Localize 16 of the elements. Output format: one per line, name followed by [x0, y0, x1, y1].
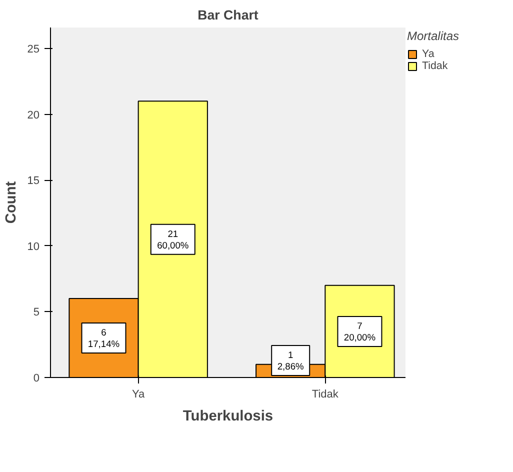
- legend-label: Tidak: [422, 60, 448, 72]
- y-tick-label: 25: [27, 44, 40, 56]
- data-label: 1 2,86%: [277, 350, 304, 372]
- legend-title: Mortalitas: [407, 29, 460, 43]
- y-tick-label: 20: [27, 109, 40, 122]
- chart-title: Bar Chart: [198, 8, 259, 22]
- x-axis-title: Tuberkulosis: [182, 408, 274, 424]
- legend-label: Ya: [422, 48, 436, 60]
- y-axis-title: Count: [3, 181, 20, 224]
- y-tick-label: 15: [27, 175, 40, 188]
- y-tick-label: 10: [27, 240, 40, 253]
- y-tick-label: 5: [33, 306, 40, 319]
- y-tick-label: 0: [33, 372, 40, 384]
- data-label: 21 60,00%: [157, 228, 189, 250]
- data-label: 7 20,00%: [344, 320, 376, 342]
- data-label: 6 17,14%: [88, 328, 120, 350]
